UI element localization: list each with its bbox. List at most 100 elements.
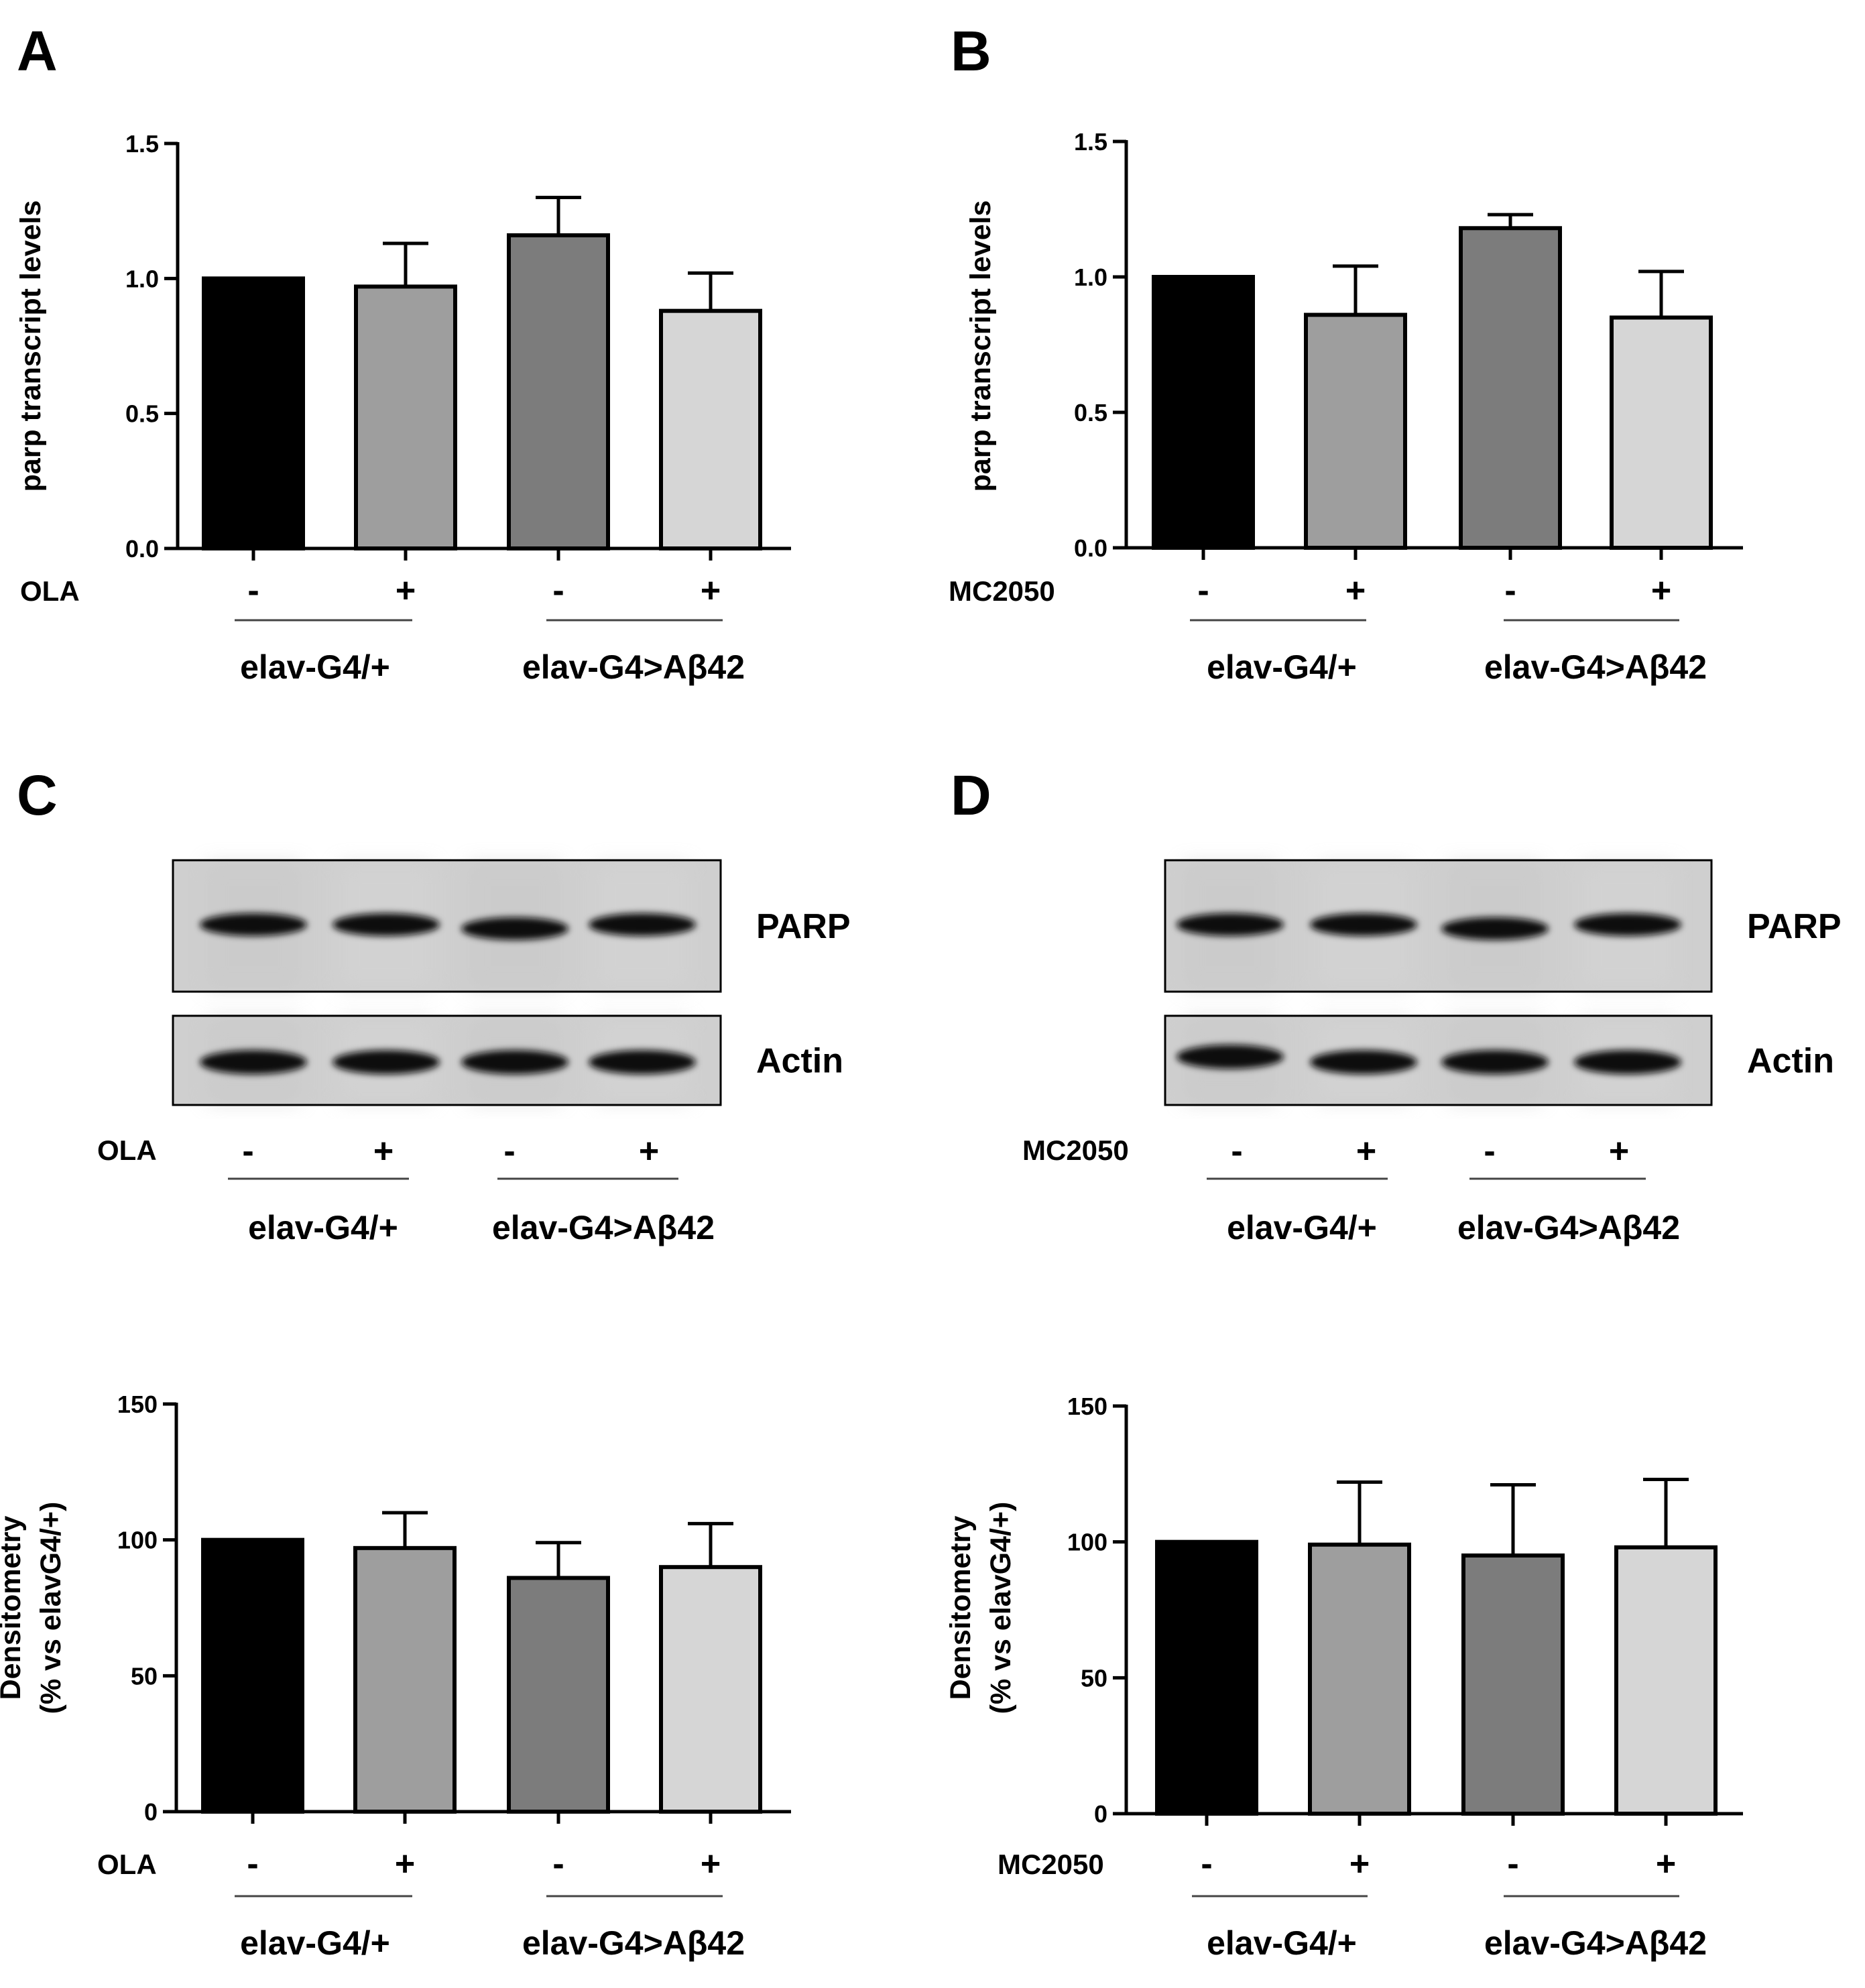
protein-band [1310, 913, 1417, 936]
protein-band [1441, 1050, 1549, 1075]
bar [659, 1565, 762, 1814]
group-label: elav-G4>Aβ42 [492, 1209, 715, 1246]
chart-panel-a: 0.0 0.5 1.0 1.5 parp transcript levels - + - + OL… [15, 130, 791, 686]
group-label: elav-G4/+ [1227, 1209, 1377, 1246]
treatment-label: OLA [97, 1849, 157, 1880]
chart-panel-d: 0 50 100 150 Densitometry (% vs elavG4/+) - + - +… [945, 1393, 1743, 1962]
group-label: elav-G4>Aβ42 [1484, 648, 1707, 686]
y-tick-label: 100 [117, 1527, 158, 1554]
treatment-sign: + [1356, 1132, 1376, 1171]
treatment-sign: + [701, 571, 721, 610]
y-axis-title: Densitometry [945, 1516, 977, 1700]
treatment-sign: - [247, 1845, 258, 1883]
treatment-sign: - [1231, 1132, 1242, 1171]
group-label: elav-G4/+ [240, 648, 390, 686]
treatment-label: OLA [20, 575, 80, 607]
bar [507, 1576, 610, 1814]
protein-band [589, 913, 696, 936]
treatment-sign: + [373, 1132, 394, 1171]
treatment-label: OLA [97, 1134, 157, 1166]
y-tick-label: 1.5 [1074, 128, 1107, 156]
y-axis-title: parp transcript levels [965, 200, 997, 492]
treatment-sign: - [552, 1845, 564, 1883]
blot-frame [1164, 1014, 1713, 1106]
protein-band [589, 1050, 696, 1075]
treatment-sign: + [1345, 571, 1366, 610]
group-label: elav-G4>Aβ42 [1484, 1924, 1707, 1962]
treatment-sign: + [395, 1845, 415, 1883]
bar [659, 308, 762, 550]
protein-band [1441, 917, 1549, 940]
treatment-sign: - [552, 571, 564, 610]
treatment-sign: + [1656, 1845, 1676, 1883]
chart-panel-b: 0.0 0.5 1.0 1.5 parp transcript levels - + - + MC… [949, 128, 1743, 686]
y-tick-label: 1.0 [125, 265, 159, 292]
group-label: elav-G4>Aβ42 [522, 1924, 745, 1962]
western-blot-c: PARP Actin OLA - + - + elav-G4/+ elav-G4>Aβ42 [97, 859, 851, 1246]
y-tick-label: 50 [131, 1662, 158, 1690]
treatment-sign: + [639, 1132, 659, 1171]
protein-band [1310, 1050, 1417, 1075]
treatment-sign: - [1197, 571, 1209, 610]
bar [202, 276, 305, 550]
protein-band [1574, 1050, 1681, 1075]
treatment-sign: + [1651, 571, 1671, 610]
treatment-label: MC2050 [949, 575, 1055, 607]
treatment-label: MC2050 [998, 1849, 1104, 1880]
treatment-sign: - [1507, 1845, 1518, 1883]
chart-panel-c: 0 50 100 150 Densitometry (% vs elavG4/+) - + - +… [0, 1391, 791, 1962]
bar [201, 1537, 304, 1814]
y-axis-title: (% vs elavG4/+) [35, 1502, 67, 1714]
treatment-sign: - [1504, 571, 1516, 610]
bar [353, 1545, 457, 1814]
group-label: elav-G4>Aβ42 [522, 648, 745, 686]
treatment-sign: - [242, 1132, 253, 1171]
panel-letter-c: C [17, 764, 58, 827]
protein-band [1177, 913, 1284, 936]
y-axis-title: parp transcript levels [15, 200, 47, 492]
group-label: elav-G4/+ [1207, 648, 1357, 686]
y-tick-label: 0 [144, 1798, 158, 1826]
bar [1610, 315, 1713, 550]
y-tick-label: 1.0 [1074, 264, 1107, 291]
actin-band-label: Actin [1747, 1042, 1834, 1081]
protein-band [1177, 1045, 1284, 1069]
y-tick-label: 150 [1067, 1393, 1107, 1420]
bar [1152, 275, 1255, 550]
treatment-sign: - [247, 571, 259, 610]
bar [507, 233, 610, 550]
y-tick-label: 50 [1081, 1664, 1107, 1692]
y-tick-label: 0.0 [1074, 534, 1107, 562]
blot-frame [172, 1014, 722, 1106]
y-tick-label: 100 [1067, 1529, 1107, 1556]
western-blot-d: PARP Actin MC2050 - + - + elav-G4/+ elav-G4>Aβ42 [1022, 859, 1842, 1246]
treatment-sign: - [503, 1132, 515, 1171]
group-label: elav-G4/+ [1207, 1924, 1357, 1962]
protein-band [333, 1050, 440, 1075]
y-tick-label: 0.5 [125, 400, 159, 428]
treatment-sign: + [1609, 1132, 1629, 1171]
treatment-sign: - [1201, 1845, 1212, 1883]
y-tick-label: 0 [1094, 1800, 1107, 1828]
actin-band-label: Actin [756, 1042, 843, 1081]
bar [354, 284, 457, 550]
group-label: elav-G4>Aβ42 [1457, 1209, 1680, 1246]
treatment-sign: + [701, 1845, 721, 1883]
treatment-sign: - [1484, 1132, 1495, 1171]
bar [1461, 1553, 1565, 1816]
group-label: elav-G4/+ [240, 1924, 390, 1962]
parp-band-label: PARP [1747, 907, 1842, 946]
treatment-sign: + [396, 571, 416, 610]
panel-letter-a: A [17, 19, 58, 82]
bar [1614, 1545, 1718, 1816]
y-axis-title: (% vs elavG4/+) [985, 1502, 1017, 1714]
protein-band [461, 917, 568, 940]
protein-band [461, 1050, 568, 1075]
bar [1308, 1542, 1411, 1816]
bar [1155, 1539, 1258, 1816]
y-tick-label: 0.5 [1074, 399, 1107, 426]
y-tick-label: 1.5 [125, 130, 159, 158]
protein-band [200, 1050, 307, 1075]
y-tick-label: 150 [117, 1391, 158, 1418]
